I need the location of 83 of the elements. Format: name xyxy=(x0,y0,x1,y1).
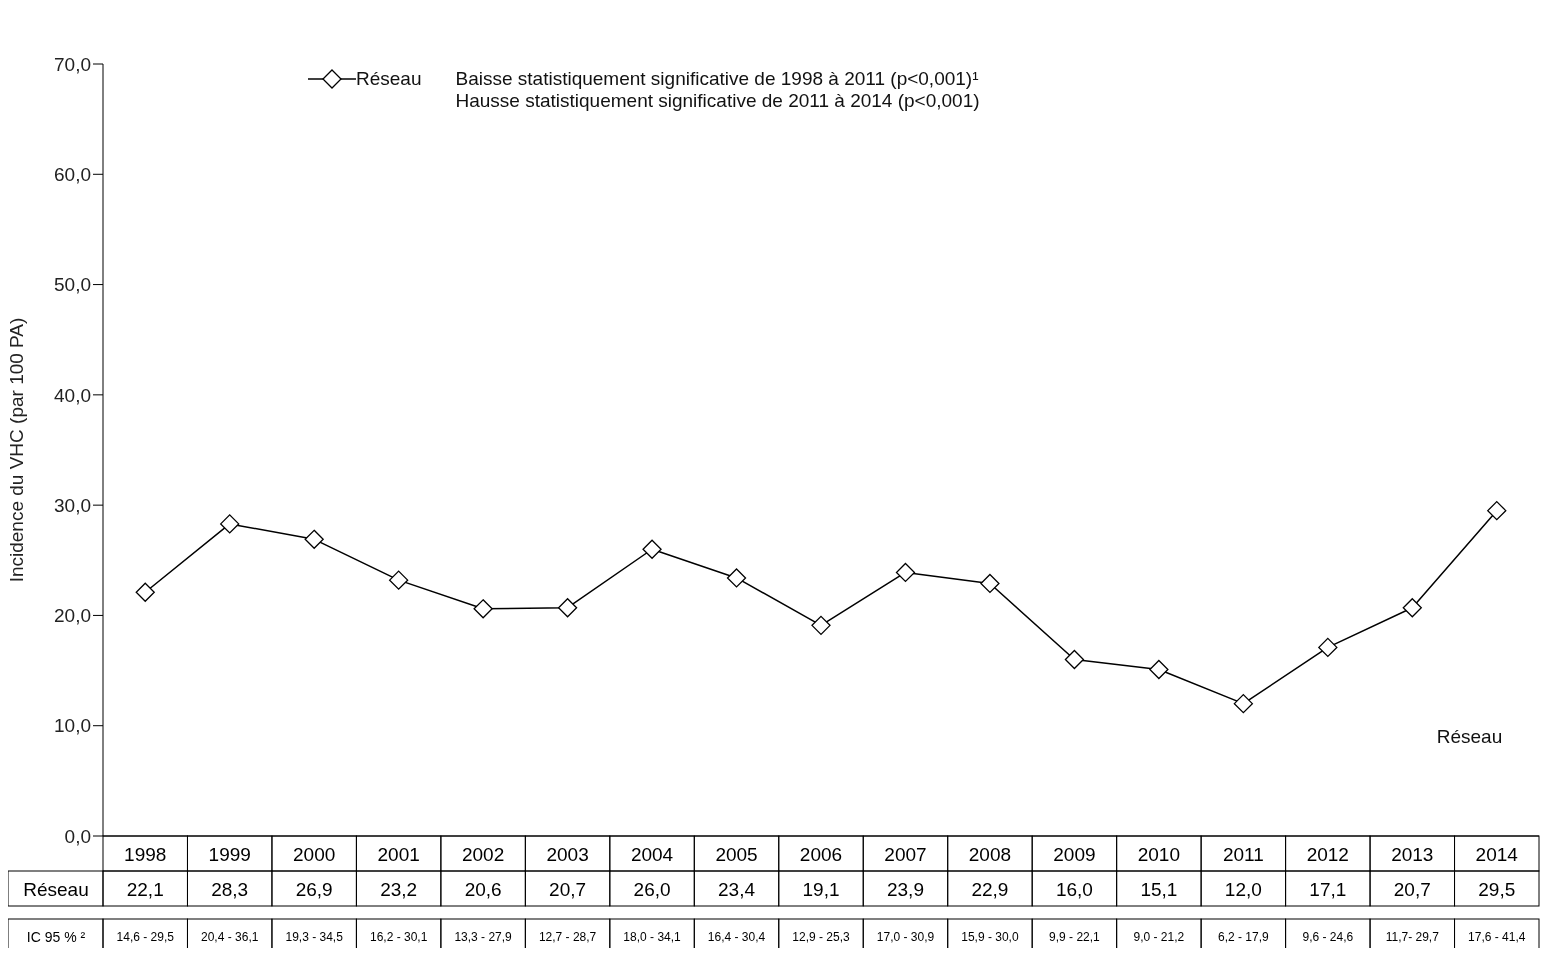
x-tick-label: 2005 xyxy=(715,843,758,865)
point xyxy=(1064,649,1085,670)
text: 15,9 - 30,0 xyxy=(961,929,1019,944)
text: 19,1 xyxy=(802,878,840,900)
point xyxy=(1487,501,1507,521)
x-tick-label: 2010 xyxy=(1137,843,1181,865)
text: 17,0 - 30,9 xyxy=(876,929,935,944)
text: 22,1 xyxy=(126,878,164,900)
point xyxy=(135,582,155,602)
x-tick-label: 2002 xyxy=(461,843,505,865)
y-tick-label: 0,0 xyxy=(64,825,91,847)
text: Réseau xyxy=(23,878,89,900)
text: 20,4 - 36,1 xyxy=(201,929,259,944)
annotation: Baisse statistiquement significative de 1998 à 2011 (p<0,001)¹ xyxy=(455,68,980,90)
text: 9,6 - 24,6 xyxy=(1302,929,1354,944)
text: Réseau xyxy=(1436,725,1503,747)
text: 28,3 xyxy=(211,878,249,900)
x-tick-label: 2000 xyxy=(293,843,336,865)
point xyxy=(220,514,240,534)
point xyxy=(980,573,1000,594)
x-tick-label: 2004 xyxy=(630,843,674,865)
text: 9,0 - 21,2 xyxy=(1133,929,1185,944)
x-tick-label: 2012 xyxy=(1306,843,1349,865)
text: 11,7- 29,7 xyxy=(1385,929,1440,944)
x-tick-label: 2006 xyxy=(799,843,843,865)
text: 12,9 - 25,3 xyxy=(792,929,851,944)
text: 17,1 xyxy=(1309,878,1347,900)
x-tick-label: 1998 xyxy=(124,843,167,865)
text: 6,2 - 17,9 xyxy=(1218,929,1270,944)
point xyxy=(473,599,493,619)
text: 23,9 xyxy=(886,878,924,900)
point xyxy=(389,570,409,590)
text: 12,7 - 28,7 xyxy=(538,929,597,944)
x-tick-label: 2001 xyxy=(377,843,420,865)
x-tick-label: 2013 xyxy=(1391,843,1434,865)
point xyxy=(811,615,831,635)
text: 13,3 - 27,9 xyxy=(454,929,513,944)
text: 29,5 xyxy=(1478,878,1516,900)
text: 26,0 xyxy=(633,878,671,900)
text: 19,3 - 34,5 xyxy=(285,929,344,944)
text: 16,4 - 30,4 xyxy=(707,929,766,944)
x-tick-label: 1999 xyxy=(208,843,251,865)
legend-label: Réseau xyxy=(356,68,422,90)
y-tick-label: 20,0 xyxy=(54,605,91,627)
text: 16,0 xyxy=(1055,878,1093,900)
point xyxy=(895,562,916,583)
text: 9,9 - 22,1 xyxy=(1049,929,1101,944)
text: 20,7 xyxy=(549,878,587,900)
text: 15,1 xyxy=(1140,878,1178,900)
y-tick-label: 50,0 xyxy=(54,274,91,296)
text: 23,4 xyxy=(718,878,756,900)
point xyxy=(642,539,662,559)
x-tick-label: 2011 xyxy=(1222,843,1264,865)
y-tick-label: 70,0 xyxy=(54,53,91,75)
text: 18,0 - 34,1 xyxy=(623,929,682,944)
y-tick-label: 40,0 xyxy=(54,384,91,406)
y-axis-title: Incidence du VHC (par 100 PA) xyxy=(5,317,27,583)
x-tick-label: 2003 xyxy=(546,843,589,865)
x-tick-label: 2008 xyxy=(968,843,1012,865)
text: 26,9 xyxy=(295,878,333,900)
x-tick-label: 2014 xyxy=(1475,843,1519,865)
point xyxy=(1233,694,1253,714)
text: 14,6 - 29,5 xyxy=(116,929,175,944)
point xyxy=(1149,659,1169,680)
text: IC 95 % ² xyxy=(26,928,86,945)
y-tick-label: 10,0 xyxy=(54,715,91,737)
text: 23,2 xyxy=(380,878,418,900)
point xyxy=(1402,598,1422,618)
text: 17,6 - 41,4 xyxy=(1468,929,1526,944)
x-tick-label: 2009 xyxy=(1053,843,1096,865)
text: 16,2 - 30,1 xyxy=(369,929,428,944)
point xyxy=(1318,637,1338,658)
x-tick-label: 2007 xyxy=(884,843,927,865)
point xyxy=(557,598,578,618)
text: 22,9 xyxy=(971,878,1009,900)
annotation: Hausse statistiquement significative de 2011 à 2014 (p<0,001) xyxy=(455,90,980,112)
text: 12,0 xyxy=(1224,878,1262,900)
text: 20,6 xyxy=(464,878,502,900)
point xyxy=(304,529,324,549)
text: 20,7 xyxy=(1393,878,1431,900)
y-tick-label: 60,0 xyxy=(54,164,91,186)
y-tick-label: 30,0 xyxy=(54,494,91,516)
point xyxy=(726,568,747,588)
